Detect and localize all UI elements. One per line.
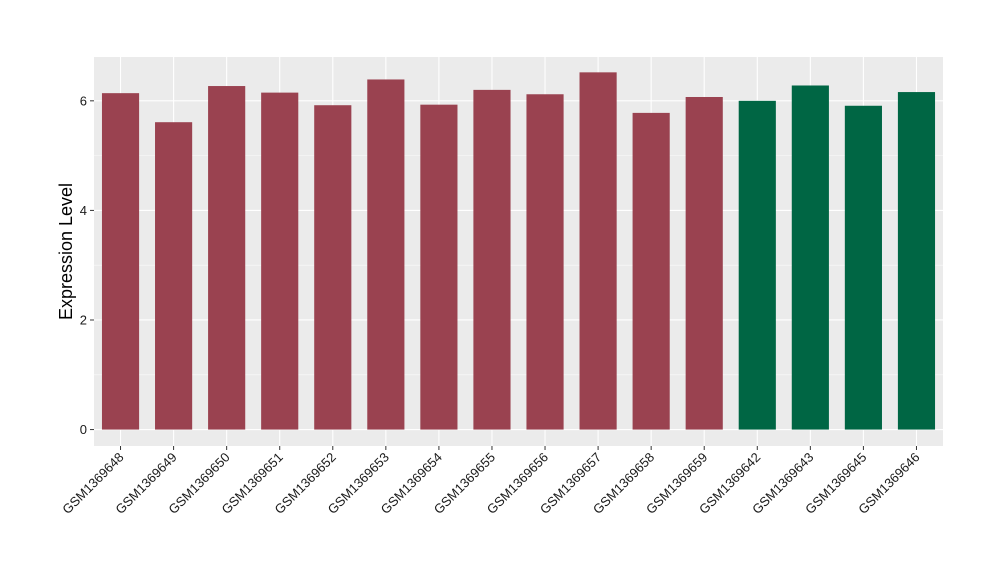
bar-GSM1369646 <box>897 92 936 430</box>
x-axis: GSM1369648GSM1369649GSM1369650GSM1369651… <box>59 446 923 517</box>
y-axis-title: Expression Level <box>56 183 76 320</box>
bar-GSM1369649 <box>155 122 193 430</box>
bar-GSM1369654 <box>420 104 458 430</box>
y-tick-label: 6 <box>80 93 87 108</box>
bars <box>101 72 936 430</box>
bar-GSM1369648 <box>101 93 140 430</box>
bar-GSM1369650 <box>208 86 246 430</box>
bar-GSM1369645 <box>844 105 882 430</box>
bar-GSM1369652 <box>314 105 352 430</box>
bar-GSM1369657 <box>579 72 617 430</box>
bar-GSM1369651 <box>261 92 299 430</box>
y-axis: 0 2 4 6 <box>80 93 94 437</box>
y-tick-label: 4 <box>80 203 87 218</box>
bar-GSM1369653 <box>367 79 405 430</box>
bar-GSM1369655 <box>473 89 511 430</box>
bar-GSM1369642 <box>738 100 776 430</box>
bar-GSM1369643 <box>791 85 829 430</box>
bar-GSM1369658 <box>632 112 670 430</box>
bar-GSM1369659 <box>685 96 723 430</box>
bar-GSM1369656 <box>526 94 564 430</box>
y-tick-label: 2 <box>80 312 87 327</box>
y-tick-label: 0 <box>80 422 87 437</box>
